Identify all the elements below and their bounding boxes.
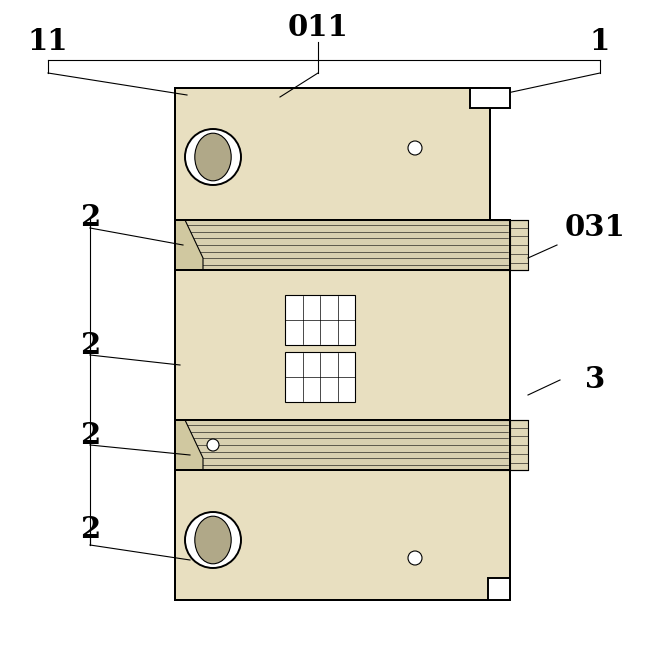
Circle shape <box>408 141 422 155</box>
Bar <box>175 220 510 270</box>
Bar <box>175 88 490 220</box>
Bar <box>175 220 510 600</box>
Bar <box>470 88 510 108</box>
Circle shape <box>185 512 241 568</box>
Text: 031: 031 <box>565 213 625 243</box>
Ellipse shape <box>195 516 231 564</box>
Text: 011: 011 <box>288 13 348 43</box>
Text: 2: 2 <box>80 516 100 544</box>
Ellipse shape <box>195 133 231 181</box>
Bar <box>175 88 510 600</box>
Circle shape <box>408 551 422 565</box>
Text: 2: 2 <box>80 331 100 360</box>
Polygon shape <box>175 420 203 470</box>
Bar <box>285 352 355 402</box>
Bar <box>285 295 355 345</box>
Circle shape <box>207 439 219 451</box>
Circle shape <box>185 129 241 185</box>
Bar <box>175 420 510 470</box>
Text: 2: 2 <box>80 420 100 450</box>
Bar <box>175 470 510 600</box>
Text: 2: 2 <box>80 203 100 233</box>
Bar <box>488 578 510 600</box>
Bar <box>510 420 528 470</box>
Text: 1: 1 <box>590 27 610 57</box>
Bar <box>175 88 490 220</box>
Polygon shape <box>175 220 203 270</box>
Bar <box>175 270 510 420</box>
Text: 11: 11 <box>28 27 68 57</box>
Text: 3: 3 <box>585 366 605 394</box>
Bar <box>510 220 528 270</box>
